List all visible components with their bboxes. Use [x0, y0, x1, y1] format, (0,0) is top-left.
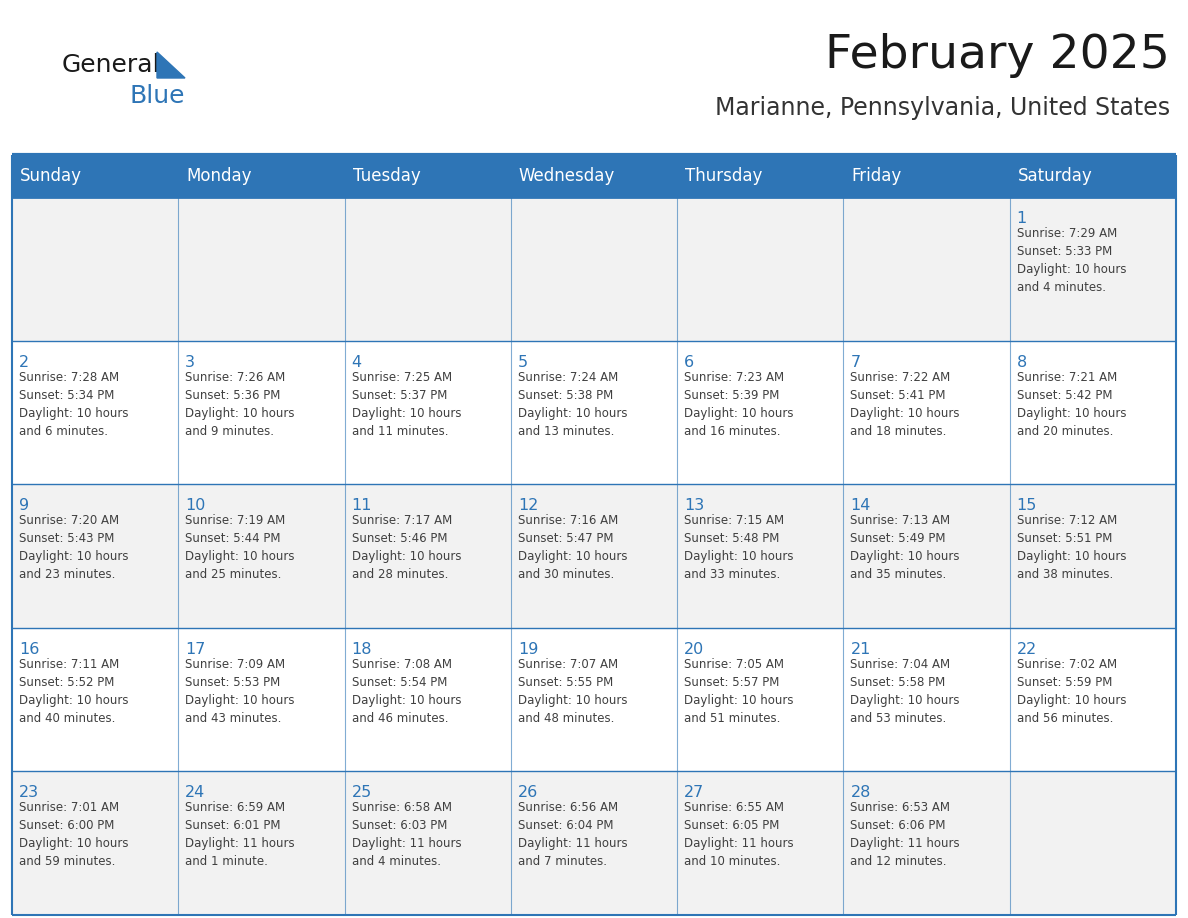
Text: Friday: Friday [852, 167, 902, 185]
Text: Sunrise: 7:12 AM
Sunset: 5:51 PM
Daylight: 10 hours
and 38 minutes.: Sunrise: 7:12 AM Sunset: 5:51 PM Dayligh… [1017, 514, 1126, 581]
Text: Sunrise: 7:07 AM
Sunset: 5:55 PM
Daylight: 10 hours
and 48 minutes.: Sunrise: 7:07 AM Sunset: 5:55 PM Dayligh… [518, 658, 627, 725]
Text: Sunrise: 7:24 AM
Sunset: 5:38 PM
Daylight: 10 hours
and 13 minutes.: Sunrise: 7:24 AM Sunset: 5:38 PM Dayligh… [518, 371, 627, 438]
Text: Sunrise: 7:17 AM
Sunset: 5:46 PM
Daylight: 10 hours
and 28 minutes.: Sunrise: 7:17 AM Sunset: 5:46 PM Dayligh… [352, 514, 461, 581]
Text: Sunrise: 6:53 AM
Sunset: 6:06 PM
Daylight: 11 hours
and 12 minutes.: Sunrise: 6:53 AM Sunset: 6:06 PM Dayligh… [851, 801, 960, 868]
Text: General: General [62, 53, 160, 77]
Text: 16: 16 [19, 642, 39, 656]
Text: Sunrise: 7:09 AM
Sunset: 5:53 PM
Daylight: 10 hours
and 43 minutes.: Sunrise: 7:09 AM Sunset: 5:53 PM Dayligh… [185, 658, 295, 725]
Text: 20: 20 [684, 642, 704, 656]
Text: Sunrise: 7:16 AM
Sunset: 5:47 PM
Daylight: 10 hours
and 30 minutes.: Sunrise: 7:16 AM Sunset: 5:47 PM Dayligh… [518, 514, 627, 581]
Text: Sunrise: 7:11 AM
Sunset: 5:52 PM
Daylight: 10 hours
and 40 minutes.: Sunrise: 7:11 AM Sunset: 5:52 PM Dayligh… [19, 658, 128, 725]
Bar [12, 197, 1176, 341]
Text: Sunrise: 6:55 AM
Sunset: 6:05 PM
Daylight: 11 hours
and 10 minutes.: Sunrise: 6:55 AM Sunset: 6:05 PM Dayligh… [684, 801, 794, 868]
Text: Sunrise: 7:02 AM
Sunset: 5:59 PM
Daylight: 10 hours
and 56 minutes.: Sunrise: 7:02 AM Sunset: 5:59 PM Dayligh… [1017, 658, 1126, 725]
Text: Sunrise: 7:21 AM
Sunset: 5:42 PM
Daylight: 10 hours
and 20 minutes.: Sunrise: 7:21 AM Sunset: 5:42 PM Dayligh… [1017, 371, 1126, 438]
Text: 21: 21 [851, 642, 871, 656]
Text: February 2025: February 2025 [826, 33, 1170, 78]
Text: Sunrise: 7:22 AM
Sunset: 5:41 PM
Daylight: 10 hours
and 18 minutes.: Sunrise: 7:22 AM Sunset: 5:41 PM Dayligh… [851, 371, 960, 438]
Text: 7: 7 [851, 354, 860, 370]
Text: Sunrise: 7:13 AM
Sunset: 5:49 PM
Daylight: 10 hours
and 35 minutes.: Sunrise: 7:13 AM Sunset: 5:49 PM Dayligh… [851, 514, 960, 581]
Text: Sunday: Sunday [20, 167, 82, 185]
Text: 5: 5 [518, 354, 527, 370]
Text: Sunrise: 7:28 AM
Sunset: 5:34 PM
Daylight: 10 hours
and 6 minutes.: Sunrise: 7:28 AM Sunset: 5:34 PM Dayligh… [19, 371, 128, 438]
Text: 12: 12 [518, 498, 538, 513]
Text: 22: 22 [1017, 642, 1037, 656]
Text: Sunrise: 6:58 AM
Sunset: 6:03 PM
Daylight: 11 hours
and 4 minutes.: Sunrise: 6:58 AM Sunset: 6:03 PM Dayligh… [352, 801, 461, 868]
Text: Sunrise: 6:59 AM
Sunset: 6:01 PM
Daylight: 11 hours
and 1 minute.: Sunrise: 6:59 AM Sunset: 6:01 PM Dayligh… [185, 801, 295, 868]
Text: Sunrise: 7:05 AM
Sunset: 5:57 PM
Daylight: 10 hours
and 51 minutes.: Sunrise: 7:05 AM Sunset: 5:57 PM Dayligh… [684, 658, 794, 725]
Text: Sunrise: 7:15 AM
Sunset: 5:48 PM
Daylight: 10 hours
and 33 minutes.: Sunrise: 7:15 AM Sunset: 5:48 PM Dayligh… [684, 514, 794, 581]
Text: 10: 10 [185, 498, 206, 513]
Text: Wednesday: Wednesday [519, 167, 615, 185]
Text: Sunrise: 7:08 AM
Sunset: 5:54 PM
Daylight: 10 hours
and 46 minutes.: Sunrise: 7:08 AM Sunset: 5:54 PM Dayligh… [352, 658, 461, 725]
Text: Tuesday: Tuesday [353, 167, 421, 185]
Text: Thursday: Thursday [685, 167, 763, 185]
Bar [12, 628, 1176, 771]
Text: Sunrise: 7:29 AM
Sunset: 5:33 PM
Daylight: 10 hours
and 4 minutes.: Sunrise: 7:29 AM Sunset: 5:33 PM Dayligh… [1017, 227, 1126, 294]
Text: 4: 4 [352, 354, 361, 370]
Text: Blue: Blue [129, 84, 185, 108]
Text: 17: 17 [185, 642, 206, 656]
Text: 3: 3 [185, 354, 195, 370]
Text: 6: 6 [684, 354, 694, 370]
Text: 8: 8 [1017, 354, 1026, 370]
Text: 11: 11 [352, 498, 372, 513]
Text: Marianne, Pennsylvania, United States: Marianne, Pennsylvania, United States [715, 96, 1170, 120]
Text: Sunrise: 7:26 AM
Sunset: 5:36 PM
Daylight: 10 hours
and 9 minutes.: Sunrise: 7:26 AM Sunset: 5:36 PM Dayligh… [185, 371, 295, 438]
Text: 23: 23 [19, 786, 39, 800]
Text: 15: 15 [1017, 498, 1037, 513]
Text: 28: 28 [851, 786, 871, 800]
Text: Sunrise: 7:23 AM
Sunset: 5:39 PM
Daylight: 10 hours
and 16 minutes.: Sunrise: 7:23 AM Sunset: 5:39 PM Dayligh… [684, 371, 794, 438]
Text: 27: 27 [684, 786, 704, 800]
Text: Monday: Monday [187, 167, 252, 185]
Text: 19: 19 [518, 642, 538, 656]
Text: Sunrise: 7:19 AM
Sunset: 5:44 PM
Daylight: 10 hours
and 25 minutes.: Sunrise: 7:19 AM Sunset: 5:44 PM Dayligh… [185, 514, 295, 581]
Text: Sunrise: 7:04 AM
Sunset: 5:58 PM
Daylight: 10 hours
and 53 minutes.: Sunrise: 7:04 AM Sunset: 5:58 PM Dayligh… [851, 658, 960, 725]
Text: Sunrise: 7:01 AM
Sunset: 6:00 PM
Daylight: 10 hours
and 59 minutes.: Sunrise: 7:01 AM Sunset: 6:00 PM Dayligh… [19, 801, 128, 868]
Text: 13: 13 [684, 498, 704, 513]
Text: Sunrise: 7:20 AM
Sunset: 5:43 PM
Daylight: 10 hours
and 23 minutes.: Sunrise: 7:20 AM Sunset: 5:43 PM Dayligh… [19, 514, 128, 581]
Bar [12, 484, 1176, 628]
Bar [12, 771, 1176, 915]
Text: 25: 25 [352, 786, 372, 800]
Text: 1: 1 [1017, 211, 1026, 226]
Text: 18: 18 [352, 642, 372, 656]
Text: Sunrise: 7:25 AM
Sunset: 5:37 PM
Daylight: 10 hours
and 11 minutes.: Sunrise: 7:25 AM Sunset: 5:37 PM Dayligh… [352, 371, 461, 438]
Bar [12, 155, 1176, 197]
Text: 26: 26 [518, 786, 538, 800]
Text: Sunrise: 6:56 AM
Sunset: 6:04 PM
Daylight: 11 hours
and 7 minutes.: Sunrise: 6:56 AM Sunset: 6:04 PM Dayligh… [518, 801, 627, 868]
Text: 24: 24 [185, 786, 206, 800]
Text: 2: 2 [19, 354, 30, 370]
Bar [12, 341, 1176, 484]
Polygon shape [157, 52, 185, 78]
Text: 9: 9 [19, 498, 30, 513]
Text: 14: 14 [851, 498, 871, 513]
Text: Saturday: Saturday [1018, 167, 1093, 185]
